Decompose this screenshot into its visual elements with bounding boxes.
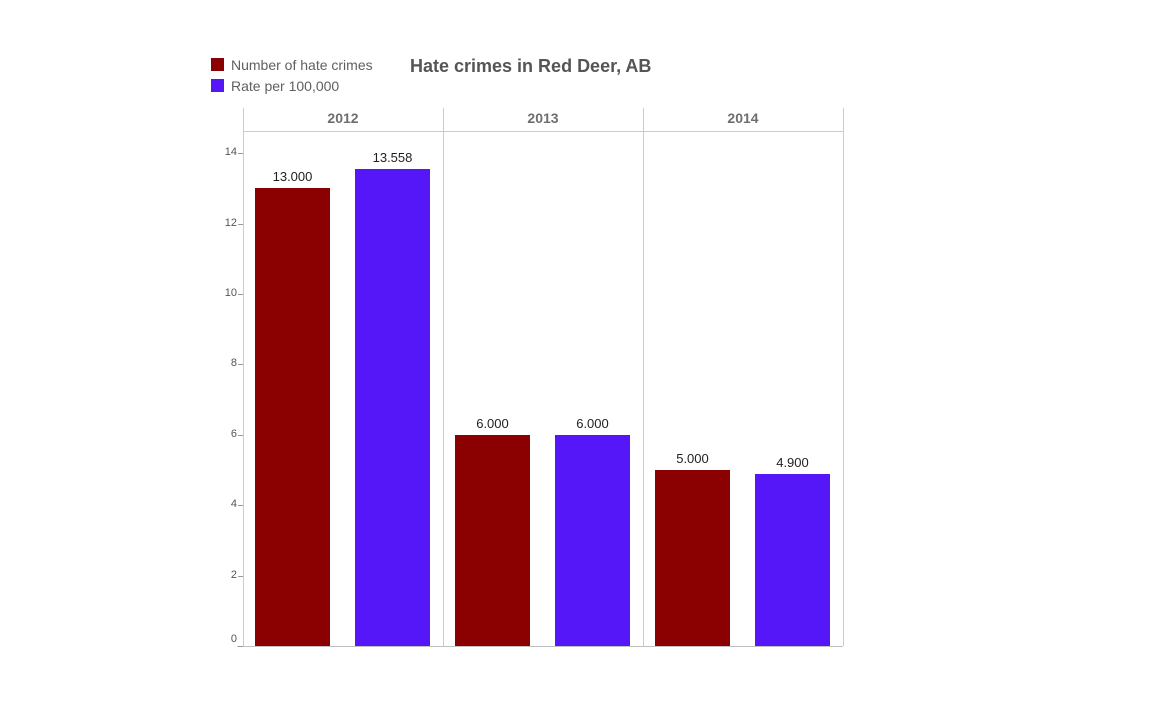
legend-swatch-number-of-hate-crimes xyxy=(211,58,224,71)
bar-2014-count[interactable] xyxy=(655,470,730,646)
legend: Number of hate crimes Rate per 100,000 xyxy=(211,54,373,96)
panel-divider xyxy=(643,108,644,646)
y-tick-mark xyxy=(238,434,243,436)
bar-value-label: 4.900 xyxy=(776,455,809,470)
bar-2014-rate[interactable] xyxy=(755,474,830,646)
x-axis-line xyxy=(237,646,843,647)
y-tick-label: 0 xyxy=(230,633,237,645)
header-underline xyxy=(243,131,843,132)
y-tick-label: 10 xyxy=(224,287,237,299)
legend-label-rate-per-100000: Rate per 100,000 xyxy=(231,77,340,94)
bar-value-label: 13.558 xyxy=(372,150,413,165)
chart-title: Hate crimes in Red Deer, AB xyxy=(410,56,652,76)
y-tick-mark xyxy=(238,223,243,225)
column-header-2013: 2013 xyxy=(527,110,559,126)
legend-item-rate-per-100000[interactable]: Rate per 100,000 xyxy=(211,75,373,96)
y-tick-mark xyxy=(238,575,243,577)
legend-item-number-of-hate-crimes[interactable]: Number of hate crimes xyxy=(211,54,373,75)
y-tick-label: 8 xyxy=(230,357,237,370)
y-tick-label: 14 xyxy=(224,146,237,159)
bar-value-label: 6.000 xyxy=(576,416,609,431)
y-tick-label: 6 xyxy=(230,427,237,440)
y-tick-mark xyxy=(238,294,243,295)
panel-divider xyxy=(443,108,444,646)
bar-2013-count[interactable] xyxy=(455,435,530,646)
y-tick-mark xyxy=(238,505,243,507)
y-tick-label: 2 xyxy=(230,568,237,581)
legend-label-number-of-hate-crimes: Number of hate crimes xyxy=(231,56,373,73)
plot-right-border xyxy=(843,108,844,646)
bar-2013-rate[interactable] xyxy=(555,435,630,646)
column-header-2014: 2014 xyxy=(727,110,759,126)
y-tick-mark xyxy=(238,153,243,155)
y-axis-line xyxy=(243,108,244,646)
bar-2012-count[interactable] xyxy=(255,188,330,646)
y-tick-label: 12 xyxy=(224,216,237,229)
y-tick-mark xyxy=(238,364,243,366)
bar-value-label: 6.000 xyxy=(476,416,509,431)
bar-2012-rate[interactable] xyxy=(355,169,430,646)
bar-value-label: 13.000 xyxy=(272,169,313,184)
y-tick-mark xyxy=(238,646,243,647)
y-tick-label: 4 xyxy=(230,498,237,511)
column-header-2012: 2012 xyxy=(327,110,359,126)
legend-swatch-rate-per-100000 xyxy=(211,79,224,92)
bar-value-label: 5.000 xyxy=(676,451,709,466)
